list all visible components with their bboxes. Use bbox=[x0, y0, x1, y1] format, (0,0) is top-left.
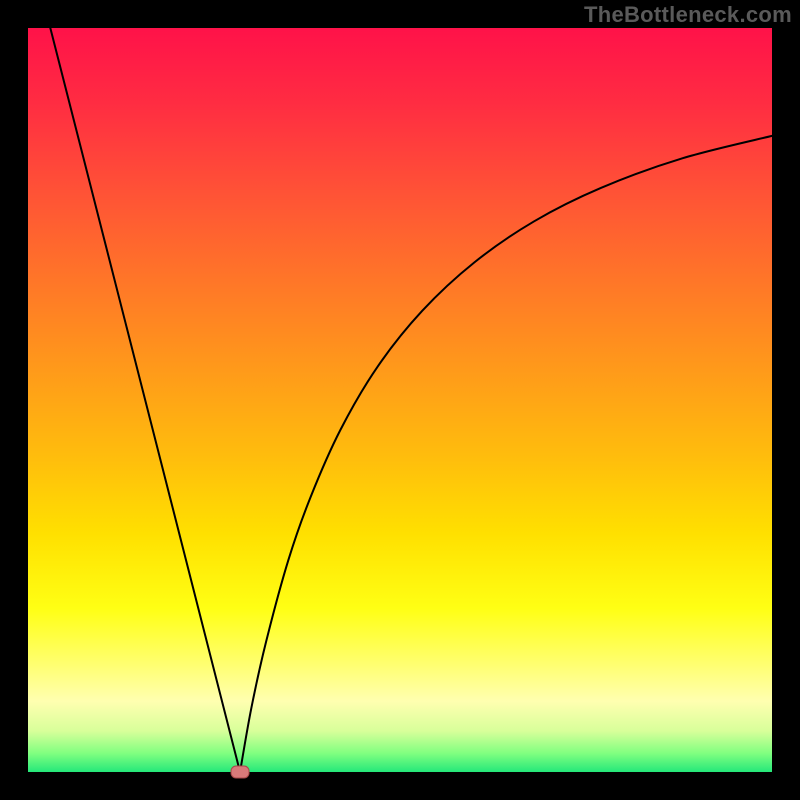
watermark-text: TheBottleneck.com bbox=[584, 2, 792, 28]
chart-svg bbox=[0, 0, 800, 800]
optimal-point-marker bbox=[231, 766, 249, 778]
figure-container: TheBottleneck.com bbox=[0, 0, 800, 800]
bottleneck-curve bbox=[50, 28, 772, 772]
